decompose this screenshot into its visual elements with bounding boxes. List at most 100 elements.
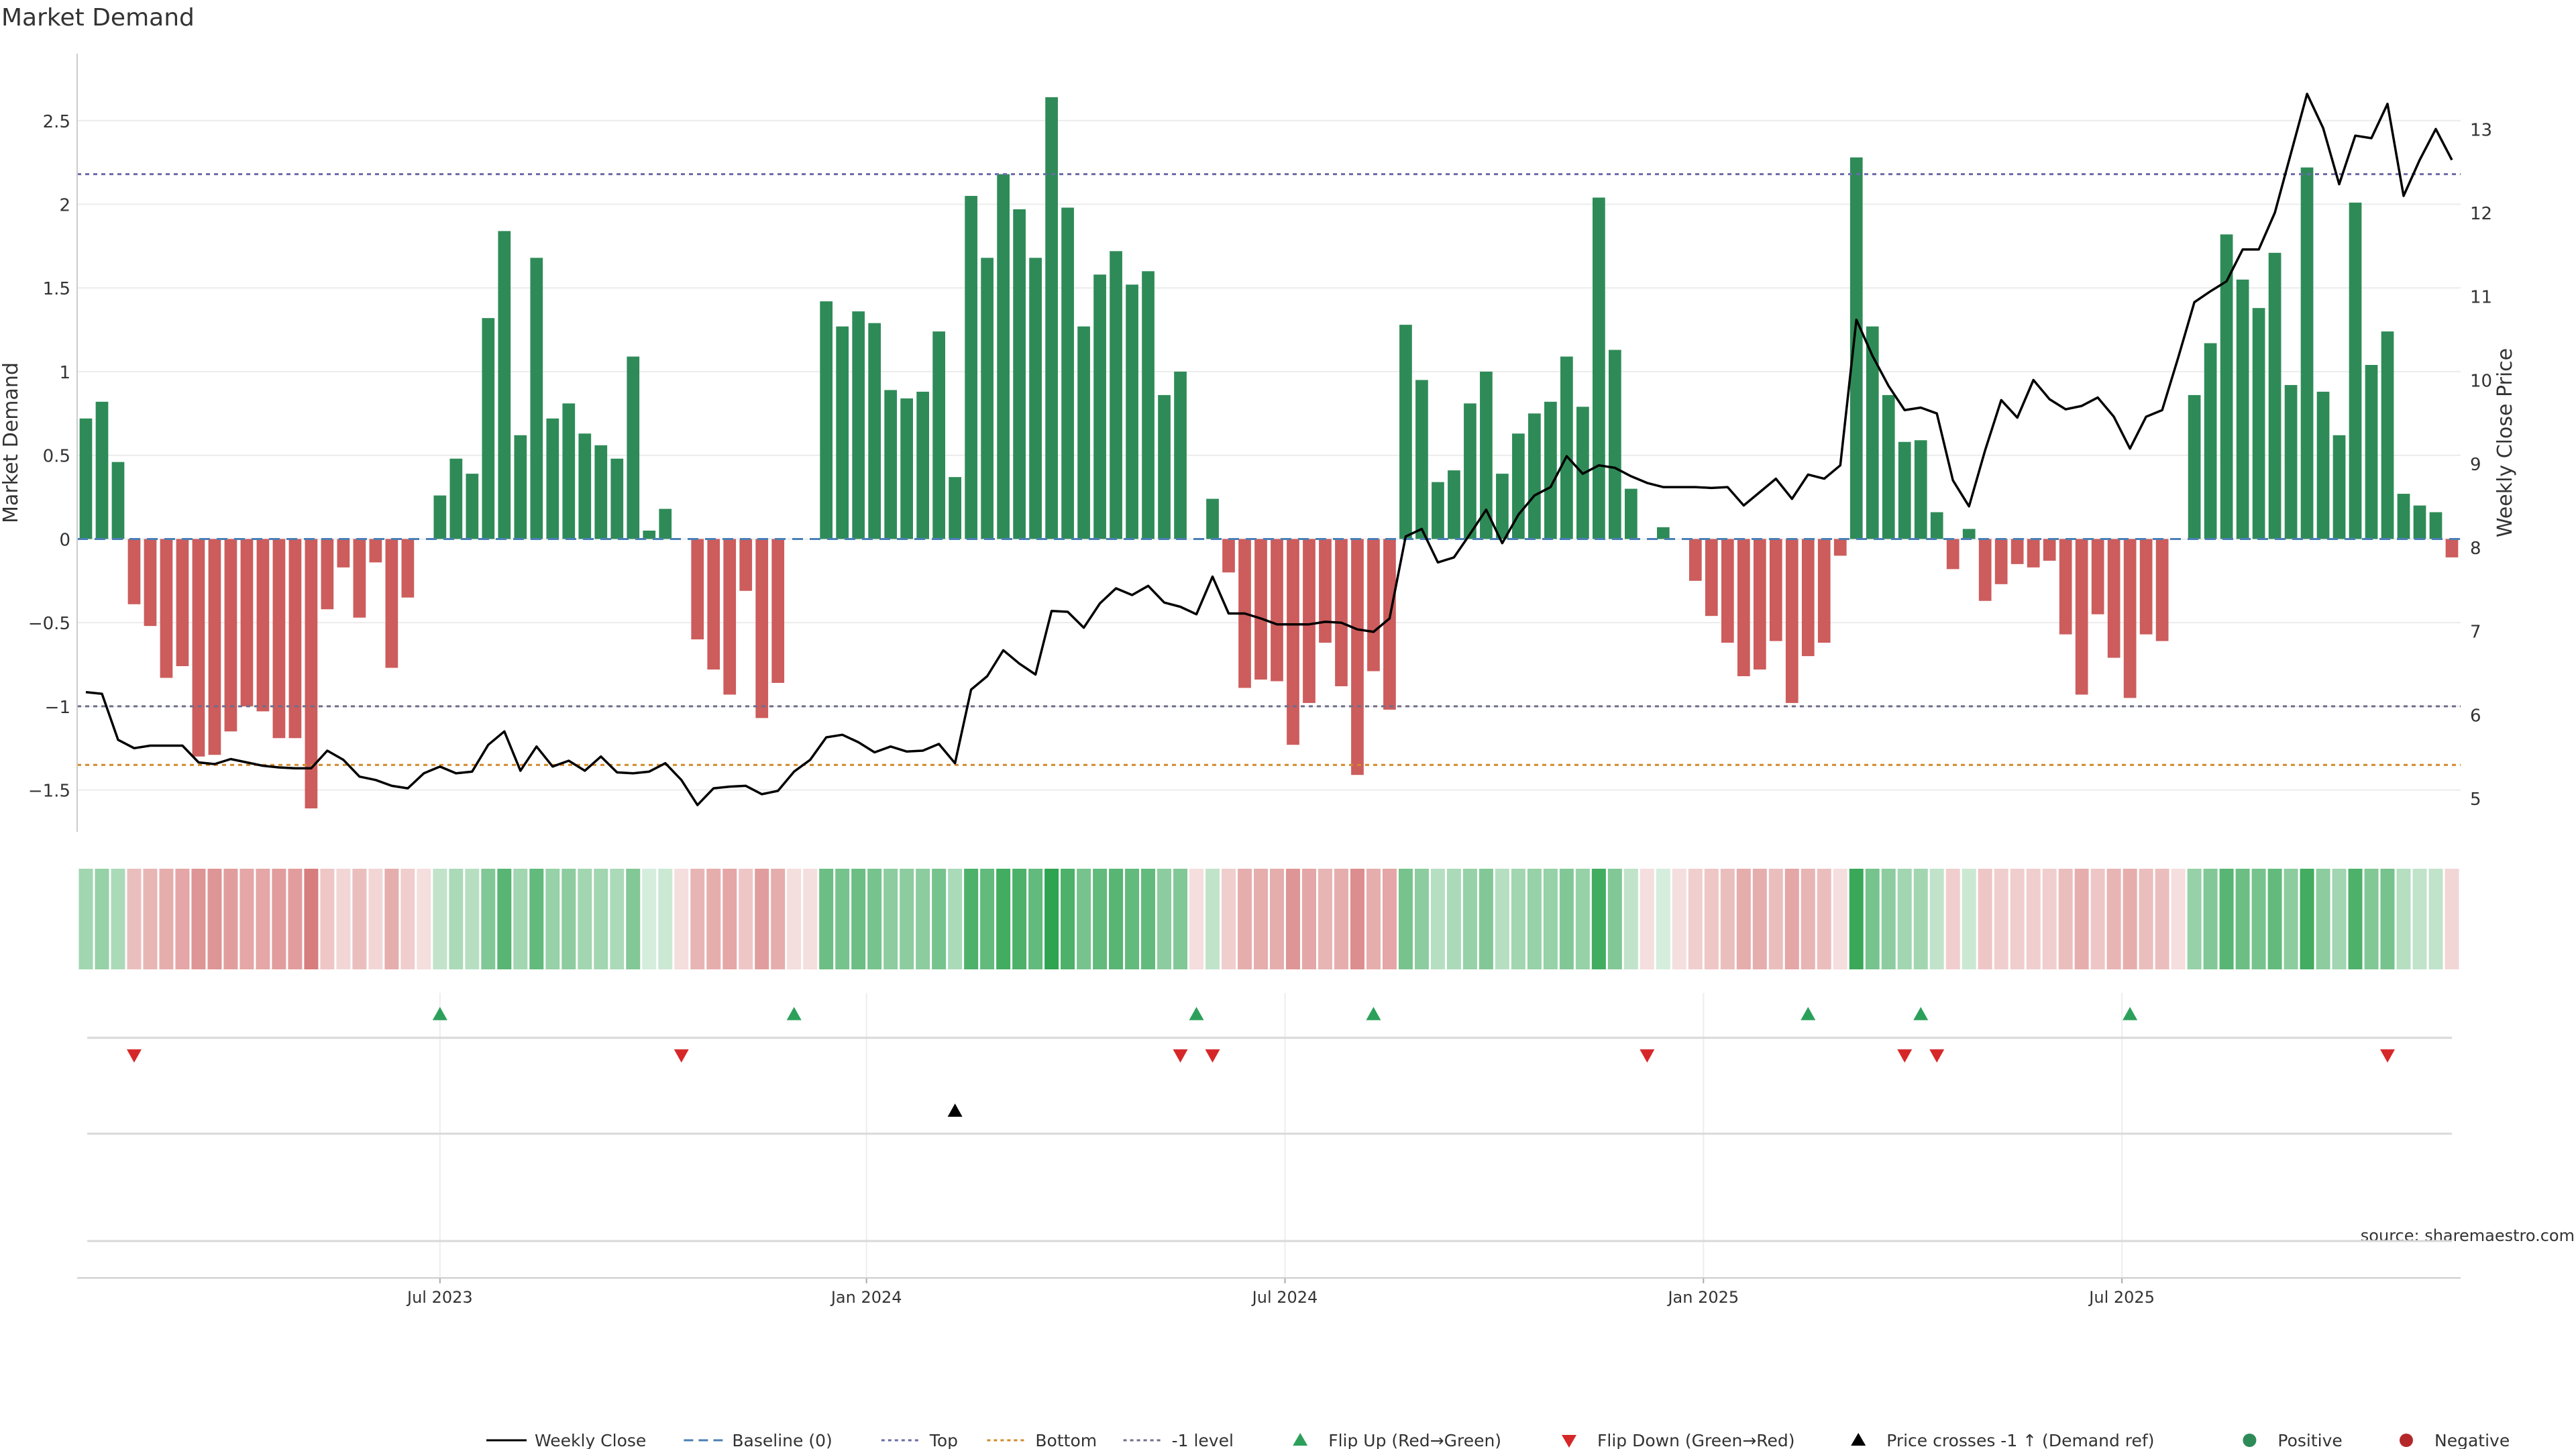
heat-cell (1446, 869, 1461, 969)
heat-cell (1656, 869, 1670, 969)
heat-cell (1012, 869, 1027, 969)
heat-cell (1945, 869, 1960, 969)
heat-cell (320, 869, 335, 969)
demand-bar (1994, 539, 2008, 584)
heat-cell (2187, 869, 2202, 969)
flip-down-marker (2380, 1049, 2396, 1063)
demand-bar (127, 539, 141, 604)
heat-cell (400, 869, 415, 969)
heat-cell (2412, 869, 2427, 969)
demand-bar (2381, 331, 2394, 539)
demand-bar (1801, 539, 1815, 657)
demand-bar (240, 539, 254, 706)
demand-bar (2010, 539, 2024, 564)
demand-bar (1528, 413, 1541, 539)
heat-cell (1109, 869, 1124, 969)
heat-cell (1913, 869, 1928, 969)
heat-cell (1301, 869, 1316, 969)
y-tick-right-label: 10 (2470, 371, 2492, 391)
x-tick-label: Jul 2025 (2088, 1288, 2155, 1307)
demand-bar (498, 231, 511, 539)
heat-cell (964, 869, 979, 969)
heat-cell (1044, 869, 1059, 969)
demand-bar (208, 539, 221, 755)
legend-label: Positive (2277, 1431, 2342, 1449)
demand-bar (482, 318, 495, 539)
heat-cell (594, 869, 608, 969)
heat-cell (2380, 869, 2395, 969)
heat-cell (95, 869, 109, 969)
demand-bar (1448, 470, 1460, 539)
heat-cell (2155, 869, 2169, 969)
demand-bar (1029, 258, 1042, 539)
demand-bar (2349, 203, 2362, 539)
y-tick-left-label: 0 (59, 530, 70, 550)
y-tick-right-label: 6 (2470, 706, 2481, 726)
heat-cell (1543, 869, 1558, 969)
y-tick-right-label: 13 (2470, 120, 2492, 140)
heat-cell (578, 869, 592, 969)
demand-bar (1045, 97, 1058, 539)
demand-bar (2429, 512, 2443, 539)
heat-cell (223, 869, 238, 969)
heat-cell (1672, 869, 1686, 969)
demand-bar (1480, 371, 1493, 539)
heat-cell (1350, 869, 1364, 969)
demand-bar (466, 474, 479, 539)
heat-cell (1962, 869, 1976, 969)
demand-bar (723, 539, 737, 695)
heat-cell (722, 869, 737, 969)
legend-label: Price crosses -1 ↑ (Demand ref) (1886, 1431, 2154, 1449)
heat-cell (1591, 869, 1606, 969)
flip-up-marker (1913, 1007, 1929, 1020)
weekly-close-line (85, 93, 2453, 806)
legend-label: Baseline (0) (732, 1431, 832, 1449)
demand-bar (1399, 325, 1412, 539)
y-tick-left-label: 2.5 (43, 112, 70, 132)
legend-swatch (1293, 1433, 1308, 1446)
heat-cell (175, 869, 190, 969)
demand-bar (2236, 279, 2249, 539)
heat-cell (2139, 869, 2153, 969)
demand-bar (1206, 498, 1219, 539)
demand-bar (2397, 494, 2410, 539)
demand-bar (1898, 441, 1911, 539)
y-tick-right-label: 5 (2470, 790, 2481, 810)
heat-cell (1575, 869, 1590, 969)
demand-bar (2252, 308, 2265, 539)
demand-bar (1093, 274, 1106, 539)
demand-bar (1383, 539, 1396, 710)
heat-cell (1462, 869, 1477, 969)
heat-cell (2445, 869, 2459, 969)
demand-bar (1351, 539, 1364, 775)
heat-cell (1623, 869, 1638, 969)
heat-cell (1833, 869, 1847, 969)
heat-cell (2300, 869, 2314, 969)
heat-cell (1366, 869, 1381, 969)
demand-bar (1415, 380, 1428, 539)
heat-cell (1173, 869, 1188, 969)
demand-bar (2059, 539, 2072, 635)
heat-cell (1994, 869, 2008, 969)
demand-bar (852, 311, 865, 539)
heat-cell (1318, 869, 1332, 969)
demand-bar (1721, 539, 1734, 643)
heat-cell (288, 869, 303, 969)
heat-cell (465, 869, 480, 969)
demand-bar (1608, 350, 1621, 539)
axes-layer: 2.5 2 1.5 1 0.5 0 −0.5 −1 −1.5 13 12 11 10 9 8 7 6 5 Jul 2… (28, 54, 2492, 1307)
heat-cell (1849, 869, 1864, 969)
demand-bar (2123, 539, 2137, 698)
demand-bar (1705, 539, 1718, 616)
demand-bar (1560, 356, 1573, 539)
heat-cell (2396, 869, 2411, 969)
heat-cell (497, 869, 512, 969)
heat-cell (835, 869, 850, 969)
demand-bars (79, 97, 2459, 809)
heat-cell (1285, 869, 1300, 969)
demand-bar (1688, 539, 1702, 581)
demand-bar (1753, 539, 1766, 670)
heat-cell (207, 869, 222, 969)
demand-bar (530, 258, 543, 539)
heat-cell (2251, 869, 2266, 969)
